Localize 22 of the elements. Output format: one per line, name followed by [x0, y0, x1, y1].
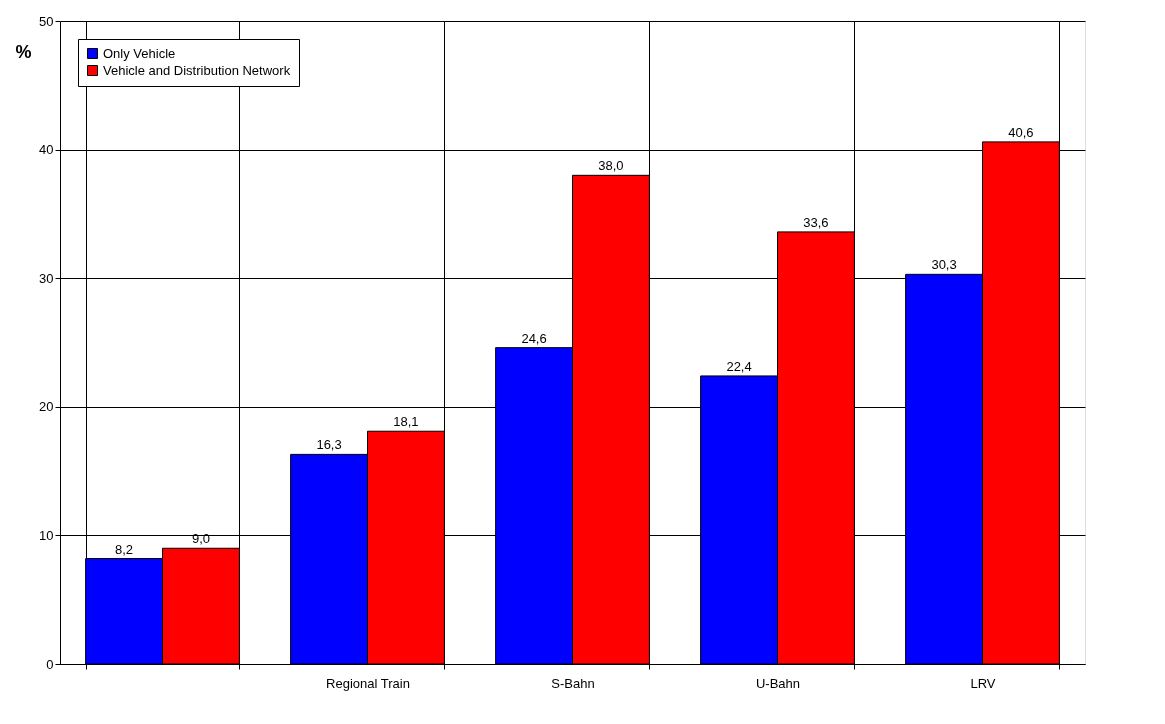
data-label: 30,3: [931, 257, 957, 273]
y-tick-label: 0: [46, 656, 54, 672]
legend-label: Vehicle and Distribution Network: [103, 62, 291, 78]
data-label: 18,1: [393, 414, 419, 430]
y-tick-label: 20: [39, 399, 54, 415]
y-tick-label: 10: [39, 527, 54, 543]
y-axis-title: %: [15, 41, 32, 62]
y-tick-label: 50: [39, 13, 54, 29]
data-label: 33,6: [803, 214, 829, 230]
data-label: 38,0: [598, 158, 624, 174]
x-tick-label: S-Bahn: [551, 675, 595, 691]
data-label: 16,3: [316, 437, 342, 453]
data-label: 40,6: [1008, 124, 1034, 140]
x-tick-label: LRV: [970, 675, 996, 691]
y-tick-label: 30: [39, 270, 54, 286]
data-label: 22,4: [726, 358, 752, 374]
y-tick-label: 40: [39, 142, 54, 158]
legend-label: Only Vehicle: [103, 45, 176, 61]
x-tick-label: U-Bahn: [755, 675, 801, 691]
data-label: 8,2: [115, 541, 134, 557]
data-label: 24,6: [521, 330, 547, 346]
x-tick-label: Regional Train: [326, 675, 410, 691]
